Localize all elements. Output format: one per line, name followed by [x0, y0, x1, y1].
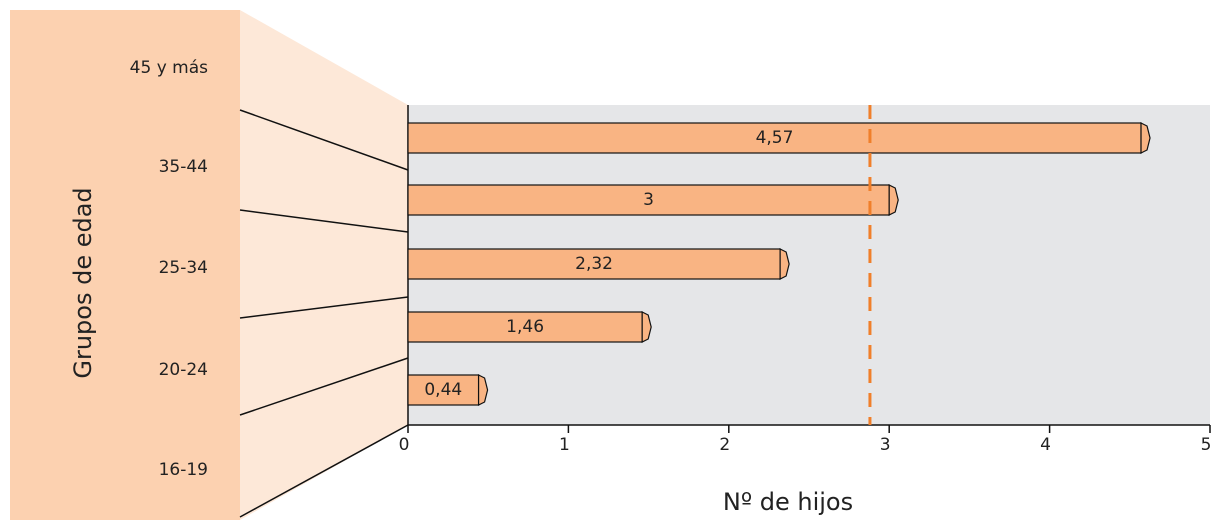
bar-cap — [888, 184, 899, 216]
value-label: 0,44 — [424, 380, 462, 400]
x-tick-label: 4 — [1040, 435, 1051, 455]
bar-cap — [779, 248, 790, 280]
bar — [407, 122, 1142, 154]
category-label: 35-44 — [159, 157, 208, 177]
value-label: 4,57 — [756, 128, 794, 148]
category-label: 20-24 — [159, 360, 208, 380]
x-tick-label: 0 — [399, 435, 410, 455]
bar-cap — [1140, 122, 1151, 154]
x-tick-label: 1 — [559, 435, 570, 455]
bar-cap — [477, 374, 489, 406]
bar — [407, 184, 890, 216]
category-label: 45 y más — [130, 58, 208, 78]
label-panel — [10, 10, 240, 520]
category-label: 16-19 — [159, 460, 208, 480]
x-axis-title: Nº de hijos — [723, 488, 853, 516]
category-label: 25-34 — [159, 258, 208, 278]
bar-cap — [641, 311, 652, 343]
value-label: 2,32 — [575, 254, 613, 274]
fan-lines — [239, 109, 409, 518]
x-tick-label: 5 — [1201, 435, 1212, 455]
value-label: 1,46 — [506, 317, 544, 337]
perspective-panel — [240, 10, 408, 520]
x-tick-label: 2 — [719, 435, 730, 455]
x-tick-label: 3 — [880, 435, 891, 455]
value-label: 3 — [643, 190, 654, 210]
bar — [407, 311, 643, 343]
y-axis-title: Grupos de edad — [69, 187, 97, 378]
